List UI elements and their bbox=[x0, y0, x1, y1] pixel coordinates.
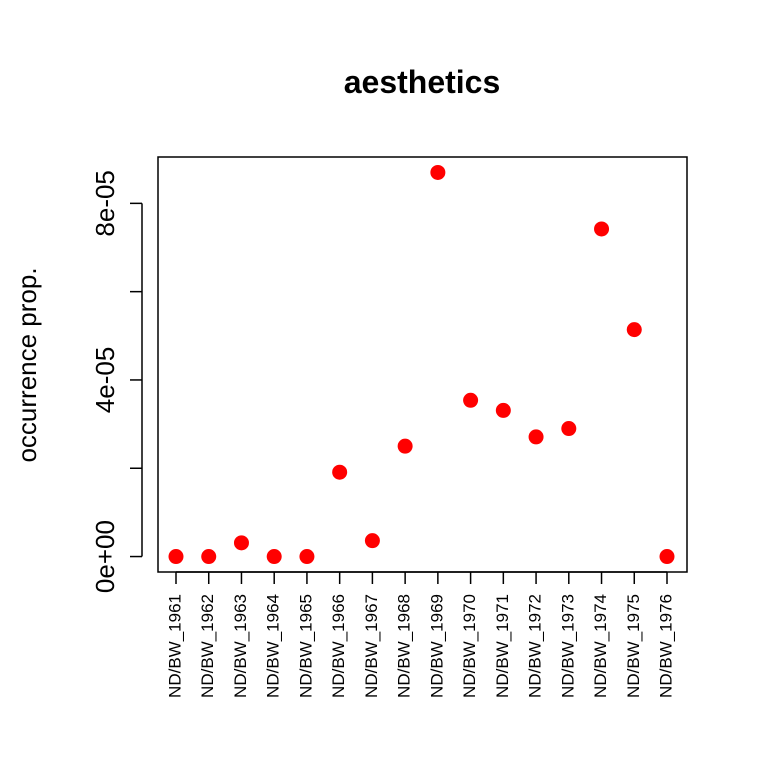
y-tick-label: 4e-05 bbox=[90, 347, 120, 414]
x-tick-label: ND/BW_1963 bbox=[231, 594, 250, 698]
x-tick-label: ND/BW_1974 bbox=[591, 594, 610, 698]
y-axis-label: occurrence prop. bbox=[12, 267, 42, 462]
x-tick-label: ND/BW_1968 bbox=[395, 594, 414, 698]
data-point bbox=[626, 322, 642, 338]
data-point bbox=[332, 464, 348, 480]
data-point bbox=[594, 221, 610, 237]
data-point bbox=[233, 535, 249, 551]
data-point bbox=[201, 549, 217, 565]
x-tick-label: ND/BW_1976 bbox=[656, 594, 675, 698]
y-axis: 0e+00 4e-05 8e-05 bbox=[90, 170, 143, 593]
data-point bbox=[168, 549, 184, 565]
x-tick-label: ND/BW_1970 bbox=[460, 594, 479, 698]
data-point bbox=[528, 429, 544, 445]
y-tick-label: 0e+00 bbox=[90, 520, 120, 593]
x-tick-label: ND/BW_1975 bbox=[624, 594, 643, 698]
data-point bbox=[397, 438, 413, 454]
data-points bbox=[168, 164, 675, 565]
x-tick-label: ND/BW_1964 bbox=[264, 594, 283, 698]
x-tick-label: ND/BW_1973 bbox=[558, 594, 577, 698]
chart-title: aesthetics bbox=[344, 64, 501, 100]
data-point bbox=[561, 421, 577, 437]
x-tick-label: ND/BW_1971 bbox=[493, 594, 512, 698]
data-point bbox=[266, 549, 282, 565]
plot-frame bbox=[157, 156, 688, 573]
x-tick-label: ND/BW_1967 bbox=[362, 594, 381, 698]
x-tick-label: ND/BW_1962 bbox=[198, 594, 217, 698]
x-tick-label: ND/BW_1965 bbox=[296, 594, 315, 698]
data-point bbox=[364, 533, 380, 549]
y-tick-label: 8e-05 bbox=[90, 170, 120, 237]
data-point bbox=[659, 549, 675, 565]
data-point bbox=[463, 392, 479, 408]
x-axis: ND/BW_1961 ND/BW_1962 ND/BW_1963 ND/BW_1964… bbox=[165, 571, 675, 698]
x-tick-label: ND/BW_1966 bbox=[329, 594, 348, 698]
data-point bbox=[430, 164, 446, 180]
x-tick-label: ND/BW_1972 bbox=[526, 594, 545, 698]
x-tick-label: ND/BW_1969 bbox=[427, 594, 446, 698]
x-tick-label: ND/BW_1961 bbox=[165, 594, 184, 698]
data-point bbox=[495, 402, 511, 418]
data-point bbox=[299, 549, 315, 565]
